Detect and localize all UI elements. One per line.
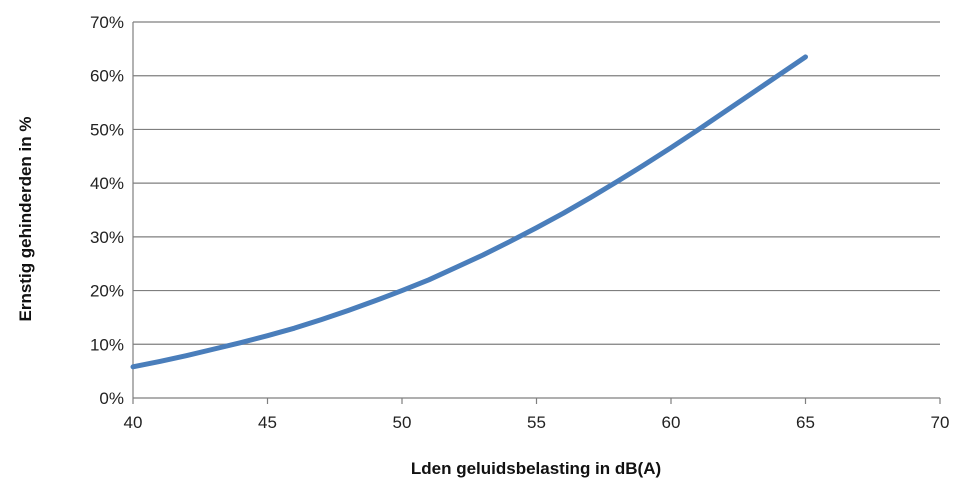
series-line-0 bbox=[130, 54, 808, 370]
y-tick-label: 50% bbox=[90, 120, 124, 139]
y-tick-label: 40% bbox=[90, 174, 124, 193]
y-tick-label: 30% bbox=[90, 228, 124, 247]
y-tick-label: 70% bbox=[90, 13, 124, 32]
y-tick-label: 0% bbox=[99, 389, 124, 408]
x-tick-label: 65 bbox=[796, 413, 815, 432]
y-tick-label: 60% bbox=[90, 67, 124, 86]
gridlines bbox=[133, 21, 940, 345]
tick-labels: 0% 10% 20% 30% 40% 50% 60% 70% 40 45 50 55 60 65 70 bbox=[90, 13, 949, 432]
y-tick-label: 20% bbox=[90, 282, 124, 301]
axes bbox=[132, 22, 941, 404]
y-axis-title: Ernstig gehinderden in % bbox=[16, 117, 35, 322]
x-tick-label: 60 bbox=[662, 413, 681, 432]
x-tick-label: 50 bbox=[393, 413, 412, 432]
x-tick-label: 55 bbox=[527, 413, 546, 432]
x-tick-label: 40 bbox=[124, 413, 143, 432]
y-tick-label: 10% bbox=[90, 335, 124, 354]
series-lines bbox=[130, 54, 808, 370]
x-tick-label: 70 bbox=[931, 413, 950, 432]
x-tick-label: 45 bbox=[258, 413, 277, 432]
x-axis-title: Lden geluidsbelasting in dB(A) bbox=[411, 459, 661, 478]
